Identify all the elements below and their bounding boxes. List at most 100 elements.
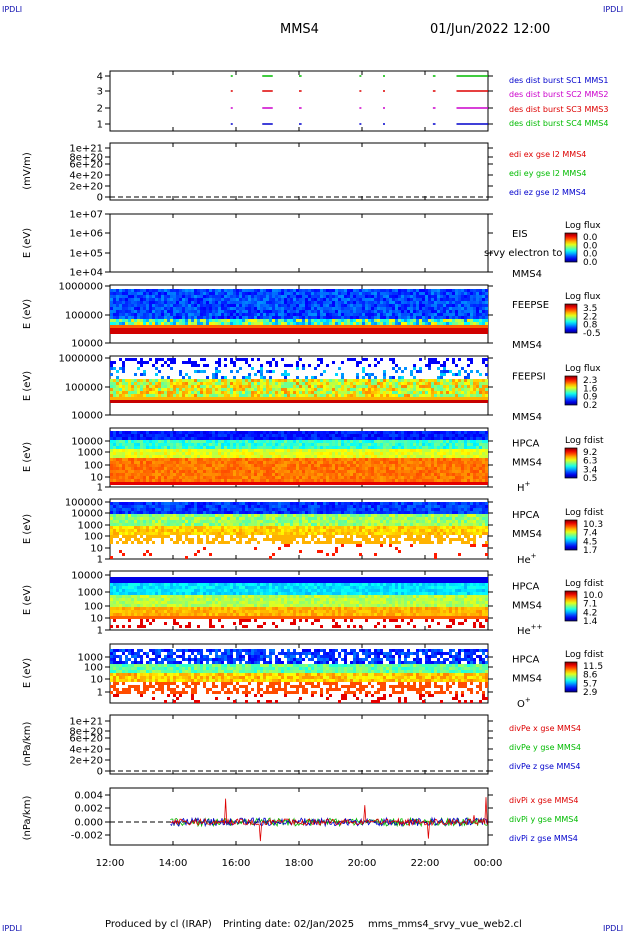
feeps_i-cell [461, 382, 464, 385]
hpca_h-cell [203, 482, 206, 485]
feeps_e-cell [440, 325, 443, 328]
feeps_e-cell [122, 307, 125, 310]
feeps_e-cell [386, 301, 389, 304]
hpca_h-instrument-label: HPCA [512, 439, 540, 450]
hpca_h-cell [152, 446, 155, 449]
feeps_e-cell [116, 307, 119, 310]
feeps_e-cell [392, 295, 395, 298]
hpca_h-cell [254, 467, 257, 470]
hpca_h-cell [146, 455, 149, 458]
feeps_i-cell [218, 397, 221, 400]
hpca_h-cell [242, 467, 245, 470]
feeps_i-cell [266, 391, 269, 394]
feeps_e-cell [161, 307, 164, 310]
feeps_e-cell [200, 289, 203, 292]
feeps_e-cell [185, 328, 188, 331]
feeps_i-cell [317, 400, 320, 403]
feeps_e-cell [194, 292, 197, 295]
feeps_i-cell [377, 361, 380, 364]
feeps_i-cell [335, 400, 338, 403]
feeps_e-cell [179, 289, 182, 292]
hpca_h-cell [242, 431, 245, 434]
hpca_h-cell [326, 440, 329, 443]
hpca_h-cell [188, 461, 191, 464]
feeps_e-cell [443, 292, 446, 295]
feeps_e-cell [227, 328, 230, 331]
feeps_e-cell [266, 328, 269, 331]
feeps_i-cell [293, 382, 296, 385]
feeps_e-cell [158, 331, 161, 334]
hpca_h-cell [248, 458, 251, 461]
hpca_h-cell [197, 434, 200, 437]
feeps_i-cell [293, 379, 296, 382]
feeps_e-cell [431, 307, 434, 310]
feeps_e-cell [437, 325, 440, 328]
feeps_e-cell [290, 325, 293, 328]
feeps_i-cell [131, 385, 134, 388]
feeps_e-cell [461, 298, 464, 301]
hpca_h-cell [236, 476, 239, 479]
feeps_e-cell [476, 319, 479, 322]
feeps_i-cell [140, 400, 143, 403]
feeps_e-cell [146, 319, 149, 322]
feeps_i-cell [368, 394, 371, 397]
hpca_h-cell [179, 455, 182, 458]
feeps_e-cell [203, 325, 206, 328]
feeps_i-cell [467, 379, 470, 382]
feeps_e-cell [452, 301, 455, 304]
feeps_e-cell [113, 331, 116, 334]
feeps_e-cell [215, 298, 218, 301]
feeps_e-cell [203, 301, 206, 304]
hpca_h-cell [233, 470, 236, 473]
feeps_e-cell [329, 331, 332, 334]
feeps_i-cell [401, 370, 404, 373]
hpca_h-colorbar-tick: 0.5 [583, 474, 597, 484]
hpca_h-cell [341, 458, 344, 461]
feeps_e-cell [110, 319, 113, 322]
hpca_h-cell [164, 464, 167, 467]
hpca_h-cell [236, 443, 239, 446]
hpca_h-cell [287, 476, 290, 479]
hpca_h-cell [248, 467, 251, 470]
hpca_h-cell [125, 455, 128, 458]
hpca_h-cell [140, 449, 143, 452]
feeps_i-cell [479, 379, 482, 382]
feeps_i-cell [116, 370, 119, 373]
feeps_e-cell [338, 331, 341, 334]
feeps_e-cell [248, 298, 251, 301]
feeps_i-cell [413, 382, 416, 385]
hpca_h-cell [272, 446, 275, 449]
hpca_h-cell [164, 479, 167, 482]
feeps_i-cell [245, 400, 248, 403]
feeps_i-cell [428, 397, 431, 400]
hpca_h-cell [272, 470, 275, 473]
feeps_i-cell [302, 367, 305, 370]
feeps_i-cell [161, 382, 164, 385]
hpca_h-cell [251, 479, 254, 482]
feeps_e-cell [449, 331, 452, 334]
feeps_i-cell [479, 382, 482, 385]
feeps_e-cell [152, 310, 155, 313]
feeps_i-cell [419, 400, 422, 403]
hpca_h-cell [242, 440, 245, 443]
hpca_h-cell [332, 464, 335, 467]
feeps_e-cell [131, 313, 134, 316]
hpca_h-cell [161, 467, 164, 470]
feeps_e-cell [386, 289, 389, 292]
feeps_i-cell [128, 382, 131, 385]
feeps_i-cell [404, 400, 407, 403]
hpca_h-cell [323, 446, 326, 449]
feeps_i-cell [134, 382, 137, 385]
feeps_e-cell [431, 319, 434, 322]
feeps_i-cell [479, 394, 482, 397]
hpca_h-cell [194, 449, 197, 452]
feeps_e-cell [332, 331, 335, 334]
feeps_e-cell [218, 298, 221, 301]
feeps_e-cell [278, 301, 281, 304]
feeps_e-cell [131, 301, 134, 304]
feeps_e-cell [227, 325, 230, 328]
hpca_h-cell [341, 434, 344, 437]
feeps_e-cell [251, 313, 254, 316]
hpca_he-colorbar-title: Log fdist [565, 508, 604, 518]
feeps_i-cell [251, 388, 254, 391]
